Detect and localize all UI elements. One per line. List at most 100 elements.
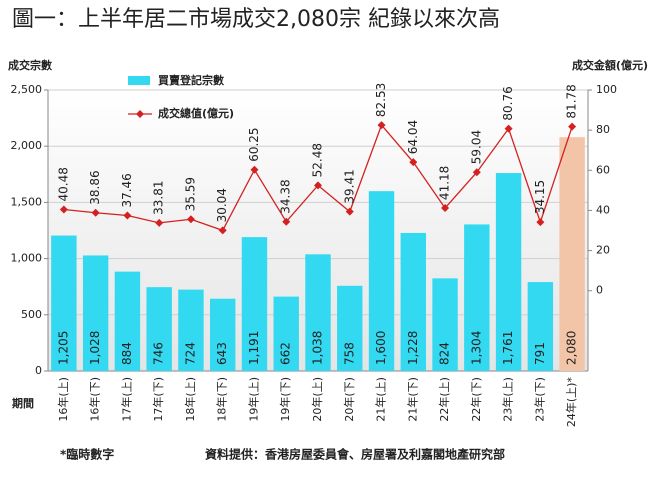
bar [178,289,204,371]
x-tick-label: 21年(下) [405,377,419,422]
x-tick-label: 19年(上) [246,377,260,422]
line-value-label: 40.48 [56,167,70,201]
line-marker [536,218,545,227]
y2-axis-title: 成交金額(億元) [572,58,648,72]
y-tick-label: 0 [35,364,42,377]
x-tick-label: 16年(上) [56,377,70,422]
bar [527,282,554,371]
bar-value-label: 1,191 [247,331,261,365]
line-marker [568,122,577,131]
line-marker [282,217,291,226]
bar [337,285,363,371]
line-marker [123,211,132,220]
bar-value-label: 1,228 [406,331,420,365]
line-marker [314,181,322,190]
bar-value-label: 791 [533,342,547,365]
y-tick-label: 1,500 [11,195,43,208]
bar [114,271,141,371]
bar-value-label: 1,038 [311,331,325,365]
bar [464,224,490,371]
y-tick-label: 2,500 [11,83,43,96]
x-tick-label: 23年(下) [532,377,546,422]
x-tick-label: 18年(下) [215,377,229,422]
bar-value-label: 1,028 [88,331,102,365]
line-marker [250,165,259,174]
bar-value-label: 662 [279,342,293,365]
line-marker [218,226,227,235]
x-tick-label: 22年(下) [469,377,483,422]
line-value-label: 52.48 [311,143,325,177]
x-tick-label: 24年(上)* [564,377,578,428]
bar [559,137,585,371]
x-tick-label: 22年(上) [437,377,451,422]
x-tick-label: 23年(上) [501,377,515,422]
bar [305,254,331,371]
line-value-label: 30.04 [215,188,229,222]
y-tick-label: 500 [21,308,42,321]
line-marker [59,205,68,214]
y-tick-label: 1,000 [11,252,43,265]
bar [210,298,236,371]
bar-value-label: 643 [215,342,229,365]
bar-value-label: 1,761 [501,331,515,365]
bar [82,255,109,371]
bar [273,296,299,371]
y2-tick-label: 0 [596,284,603,297]
x-tick-label: 17年(下) [151,377,165,422]
bar [51,235,77,371]
bar [432,278,458,371]
line-value-label: 34.15 [533,180,547,214]
line-value-label: 64.04 [406,120,420,154]
x-tick-label: 21年(上) [374,377,388,422]
line-marker [377,121,386,130]
line-value-label: 41.18 [438,166,452,200]
bar-value-label: 1,600 [374,331,388,365]
y-tick-label: 2,000 [11,139,43,152]
x-tick-label: 20年(上) [310,377,324,422]
x-tick-label: 16年(下) [88,377,102,422]
x-axis-title: 期間 [12,396,34,410]
line-value-label: 33.81 [152,180,166,214]
line-value-label: 39.41 [342,169,356,203]
line-marker [91,208,100,217]
bar-value-label: 2,080 [565,331,579,365]
legend-label: 買賣登記宗數 [158,73,224,87]
x-tick-label: 20年(下) [342,377,356,422]
y2-tick-label: 80 [596,123,610,136]
bar [495,173,522,371]
bar-value-label: 758 [342,342,356,365]
y2-tick-label: 100 [596,83,617,96]
bar-value-label: 884 [120,342,134,365]
bar-value-label: 824 [438,342,452,365]
bar [400,232,426,371]
line-value-label: 81.78 [565,84,579,118]
chart-title: 圖一：上半年居二市場成交2,080宗 紀錄以來次高 [12,7,500,32]
line-value-label: 35.59 [183,177,197,211]
bar-value-label: 746 [152,342,166,365]
bar [368,191,395,371]
y-axis-title: 成交宗數 [8,58,52,72]
line-value-label: 80.76 [501,86,515,120]
line-marker [155,218,164,227]
bar [241,237,268,371]
x-tick-label: 17年(上) [119,377,133,422]
x-tick-label: 19年(下) [278,377,292,422]
line-marker [345,207,354,216]
y2-tick-label: 20 [596,244,610,257]
line-value-label: 34.38 [279,179,293,213]
y2-tick-label: 60 [596,163,610,176]
line-value-label: 82.53 [374,83,388,117]
footnote: *臨時數字 [60,447,114,462]
line-marker [472,168,481,177]
bar [146,287,172,371]
bar-value-label: 724 [183,342,197,365]
x-tick-label: 18年(上) [183,377,197,422]
legend-swatch [128,76,150,85]
bar-value-label: 1,205 [56,331,70,365]
line-value-label: 37.46 [120,173,134,207]
source: 資料提供：香港房屋委員會、房屋署及利嘉閣地產研究部 [205,447,505,462]
legend-marker [136,110,144,118]
line-marker [409,158,418,167]
line-value-label: 60.25 [247,127,261,161]
